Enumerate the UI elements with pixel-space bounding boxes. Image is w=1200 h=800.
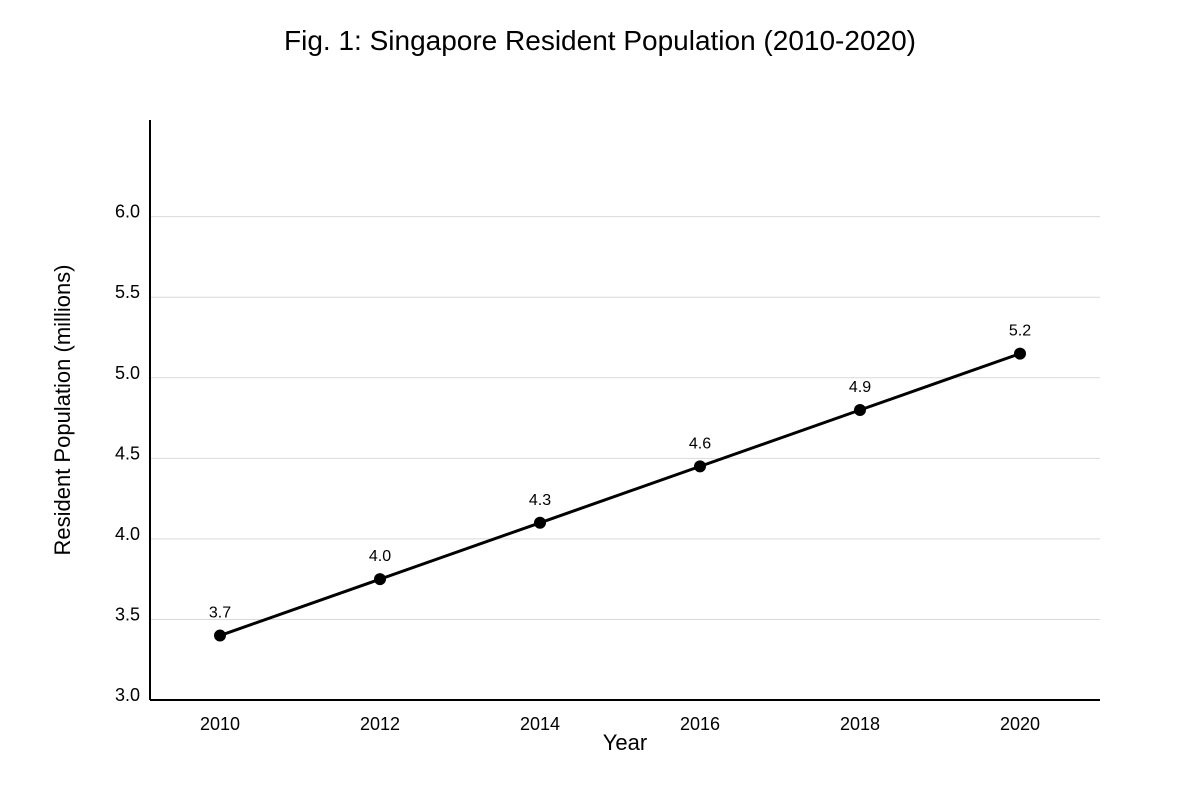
x-tick-label: 2010 <box>200 714 240 734</box>
series-layer <box>214 347 1026 642</box>
data-label-2012: 4.0 <box>369 548 391 565</box>
data-point-2020 <box>1014 347 1026 360</box>
x-tick-label: 2020 <box>1000 714 1040 734</box>
x-axis-title: Year <box>603 730 647 755</box>
x-tick-label: 2014 <box>520 714 560 734</box>
data-label-2014: 4.3 <box>529 492 551 509</box>
y-tick-label: 4.5 <box>115 443 140 463</box>
y-axis-title: Resident Population (millions) <box>50 264 75 555</box>
data-point-2014 <box>534 516 546 529</box>
data-point-2012 <box>374 573 386 586</box>
y-tick-label: 3.5 <box>115 604 140 624</box>
data-point-2010 <box>214 629 226 642</box>
x-tick-label: 2018 <box>840 714 880 734</box>
gridlines <box>150 216 1100 620</box>
y-axis-ticks: 3.0 3.5 4.0 4.5 5.0 5.5 6.0 <box>115 202 140 705</box>
x-tick-label: 2012 <box>360 714 400 734</box>
y-tick-label: 5.5 <box>115 282 140 302</box>
y-tick-label: 3.0 <box>115 685 140 705</box>
chart-title: Fig. 1: Singapore Resident Population (2… <box>284 25 916 56</box>
data-point-2016 <box>694 460 706 473</box>
y-tick-label: 6.0 <box>115 202 140 222</box>
data-label-2020: 5.2 <box>1009 323 1031 340</box>
data-labels: 3.7 4.0 4.3 4.6 4.9 5.2 <box>209 323 1031 622</box>
x-axis-ticks: 2010 2012 2014 2016 2018 2020 <box>200 714 1040 734</box>
data-point-2018 <box>854 404 866 416</box>
x-tick-label: 2016 <box>680 714 720 734</box>
series-line <box>219 352 1021 637</box>
y-tick-label: 5.0 <box>115 363 140 383</box>
y-tick-label: 4.0 <box>115 524 140 544</box>
data-label-2018: 4.9 <box>849 379 871 396</box>
data-label-2010: 3.7 <box>209 605 231 622</box>
data-label-2016: 4.6 <box>689 435 711 452</box>
